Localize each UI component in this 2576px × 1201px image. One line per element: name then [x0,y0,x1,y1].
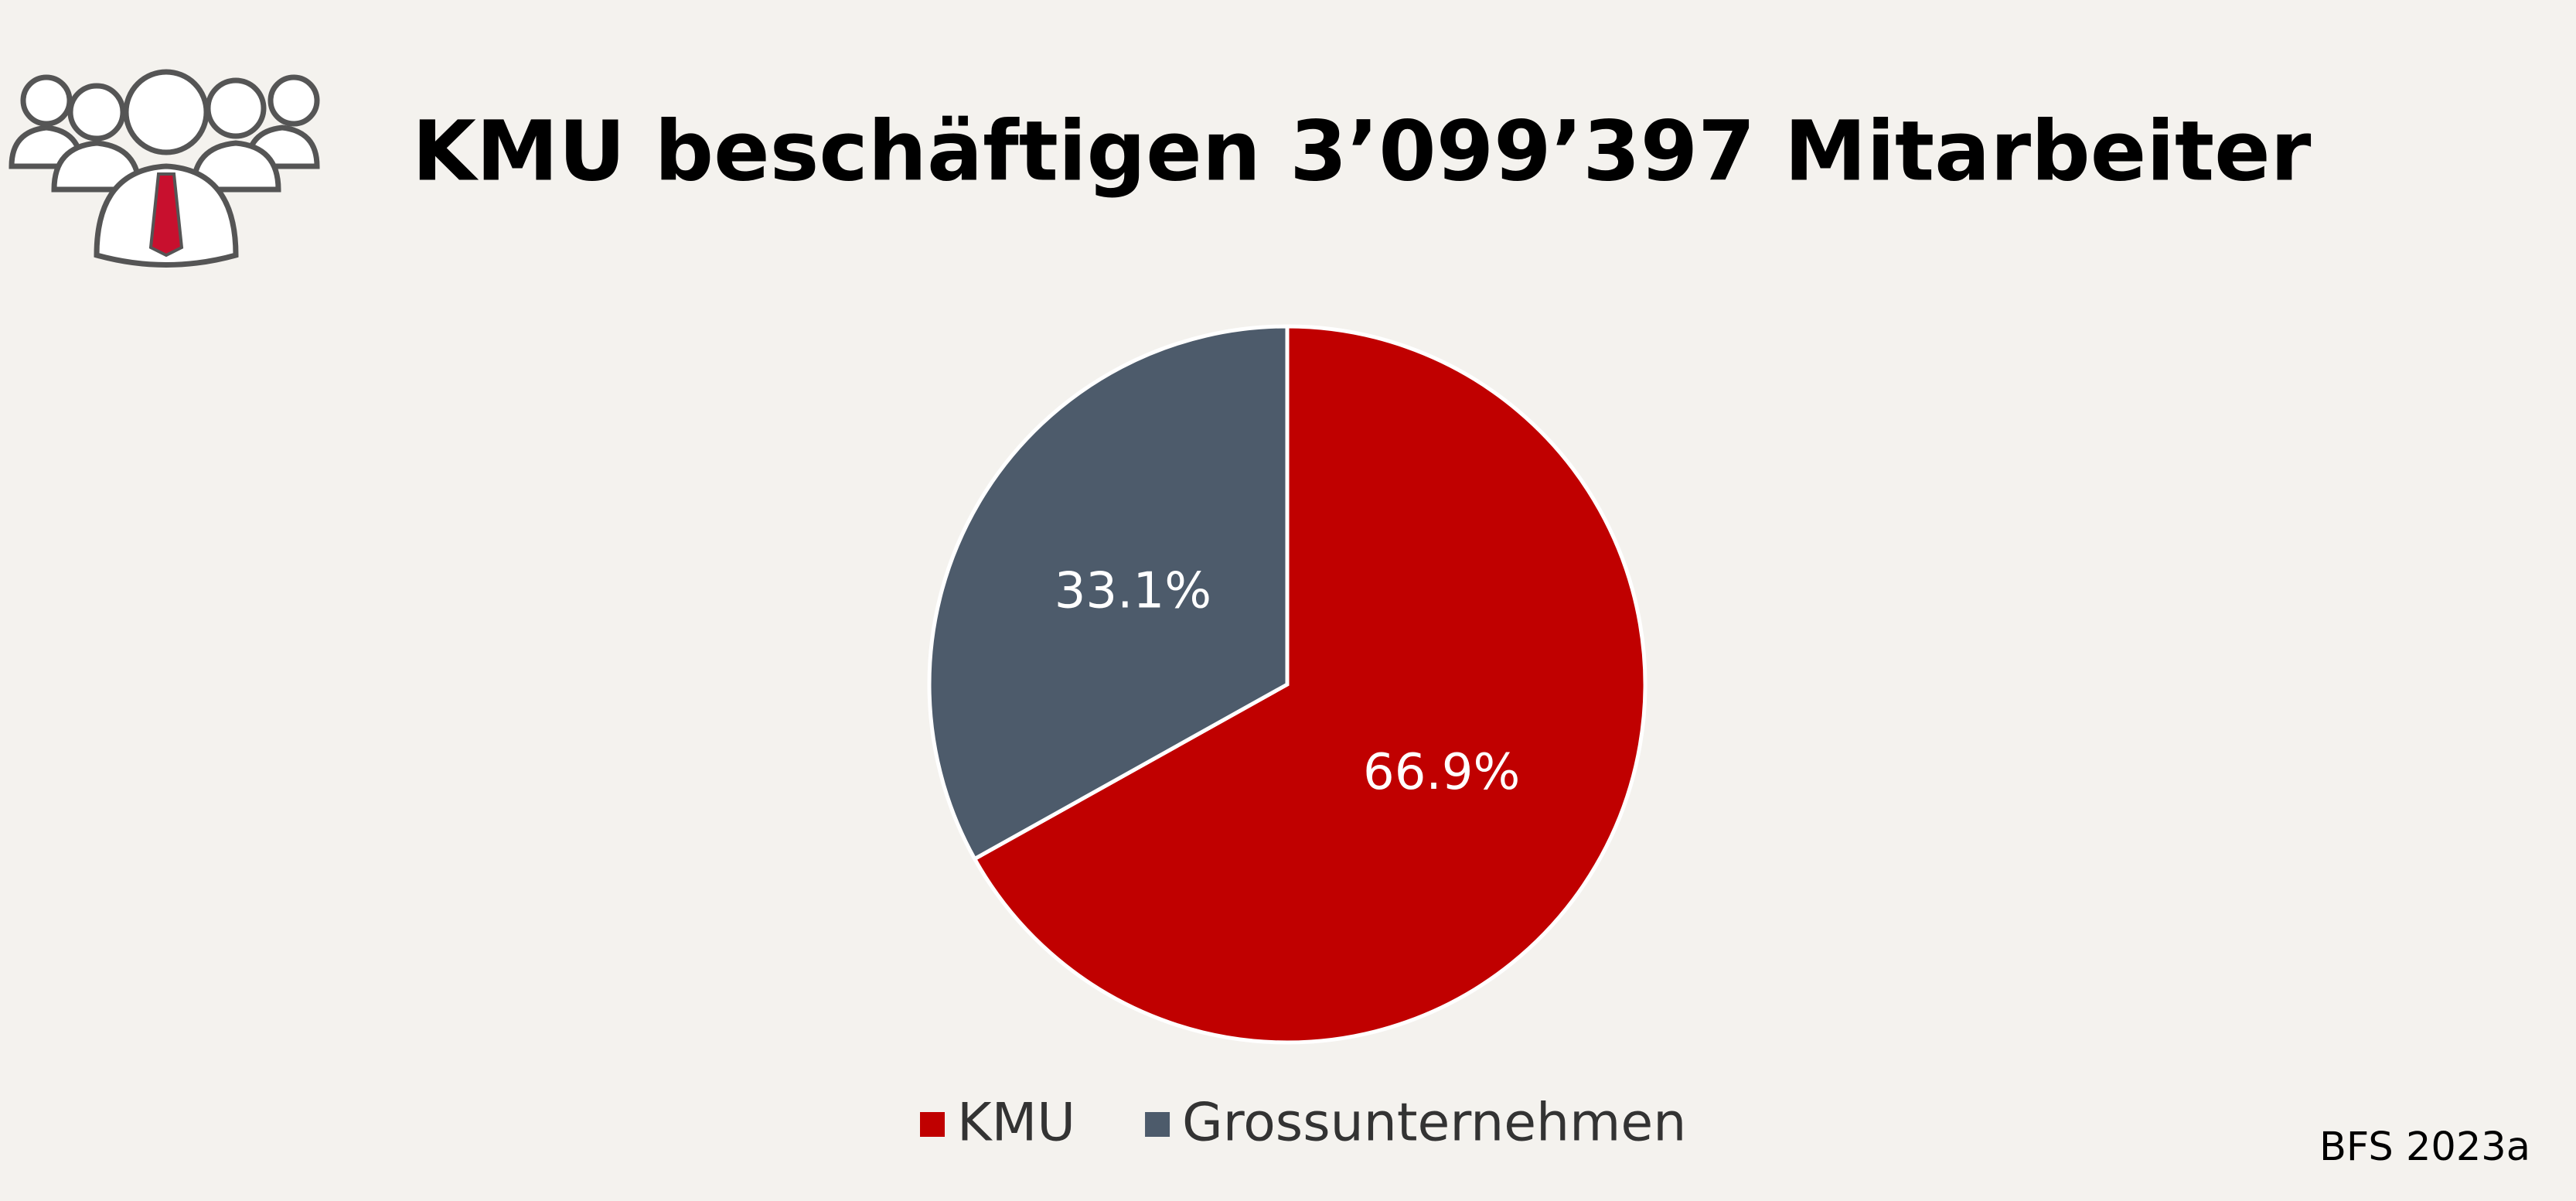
legend-label: Grossunternehmen [1182,1093,1686,1154]
pie-slice [927,324,1290,862]
chart-title: KMU beschäftigen 3’099’397 Mitarbeiter [412,104,2312,200]
pie-slice [972,324,1647,1045]
legend-swatch [920,1112,945,1137]
data-label: 33.1% [1055,562,1211,619]
data-label: 66.9% [1363,744,1520,801]
source: BFS 2023a [2319,1124,2530,1170]
legend-swatch [1145,1112,1170,1137]
people-icon [9,69,320,268]
legend-label: KMU [957,1093,1075,1154]
